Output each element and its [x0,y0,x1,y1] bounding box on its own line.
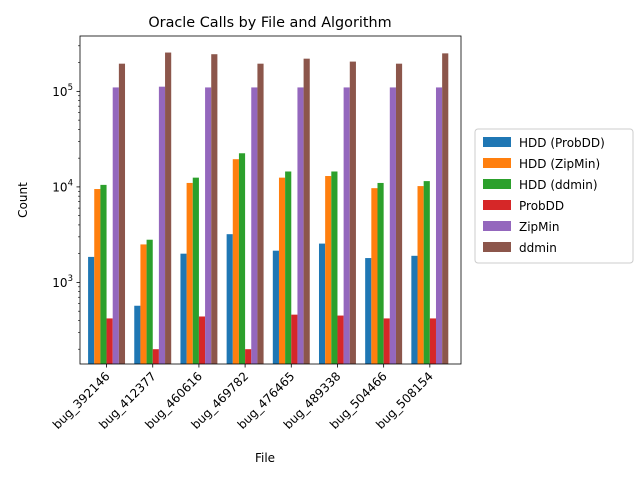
bar-8-series-4 [429,318,436,364]
bar-7-series-6 [395,63,403,365]
legend-swatch [483,179,511,189]
bar-8-series-1 [411,255,418,364]
bar-6-series-1 [318,243,326,364]
bar-4-series-5 [251,87,258,365]
bar-8-series-5 [435,87,443,365]
bar-7-series-4 [383,318,390,364]
legend-label: ProbDD [519,199,564,213]
bar-7-series-3 [377,182,384,364]
bar-3-series-3 [192,177,199,364]
y-tick-exponent: 4 [68,178,73,188]
bar-2-series-4 [152,349,159,364]
legend-swatch [483,221,511,231]
y-tick-base: 10 [52,85,67,99]
bar-1-series-6 [118,63,126,365]
x-axis-label: File [255,451,275,465]
y-tick-base: 10 [52,180,67,194]
bar-3-series-2 [186,182,193,364]
legend-swatch [483,242,511,252]
bar-3-series-5 [205,87,212,365]
plot-frame [79,35,462,365]
bar-5-series-5 [297,87,304,365]
bar-6-series-3 [331,171,338,364]
y-tick-label: 104 [52,178,73,194]
bar-6-series-2 [325,176,332,364]
bar-5-series-3 [285,171,292,364]
legend-swatch [483,137,511,147]
bar-2-series-1 [134,305,141,364]
bar-8-series-6 [442,53,449,365]
y-tick-base: 10 [52,276,67,290]
legend-swatch [483,200,511,210]
bar-5-series-4 [291,314,298,364]
bar-6-series-4 [337,315,344,364]
bar-7-series-5 [389,87,396,365]
y-tick-label: 103 [52,274,73,290]
bar-4-series-1 [226,234,233,364]
bar-7-series-1 [365,258,372,364]
legend: HDD (ProbDD) HDD (ZipMin) HDD (ddmin) ProbD… [474,128,634,264]
bar-7-series-2 [371,188,378,364]
bar-1-series-5 [112,87,119,365]
y-axis-label: Count [16,182,30,218]
bar-1-series-4 [106,318,113,364]
bar-3-series-1 [180,253,187,364]
bar-5-series-6 [303,58,310,365]
bar-3-series-6 [211,54,218,365]
chart-title: Oracle Calls by File and Algorithm [148,15,391,31]
bar-3-series-4 [198,316,206,364]
y-tick-exponent: 3 [68,274,73,284]
y-tick-exponent: 5 [68,83,73,93]
bar-4-series-4 [245,349,252,364]
legend-label: ZipMin [519,220,559,234]
bar-6-series-6 [349,61,356,364]
legend-label: HDD (ZipMin) [519,157,600,171]
bar-8-series-2 [417,186,424,364]
bar-8-series-3 [423,181,430,364]
bar-1-series-3 [100,184,107,364]
bar-2-series-5 [158,86,166,365]
legend-box [474,128,634,264]
legend-label: HDD (ddmin) [519,178,598,192]
bar-4-series-3 [238,153,246,364]
legend-label: ddmin [519,241,557,255]
y-tick-label: 105 [52,83,73,99]
bar-4-series-6 [257,63,264,365]
legend-swatch [483,158,511,168]
bar-6-series-5 [343,87,350,365]
bar-2-series-2 [140,244,147,364]
bar-5-series-2 [278,177,286,364]
bar-4-series-2 [232,159,239,364]
bar-1-series-1 [88,256,95,364]
bar-2-series-6 [165,52,172,365]
bar-2-series-3 [146,239,153,364]
bar-1-series-2 [94,189,101,364]
bar-5-series-1 [272,250,279,364]
legend-label: HDD (ProbDD) [519,136,605,150]
bar-group [88,52,449,365]
